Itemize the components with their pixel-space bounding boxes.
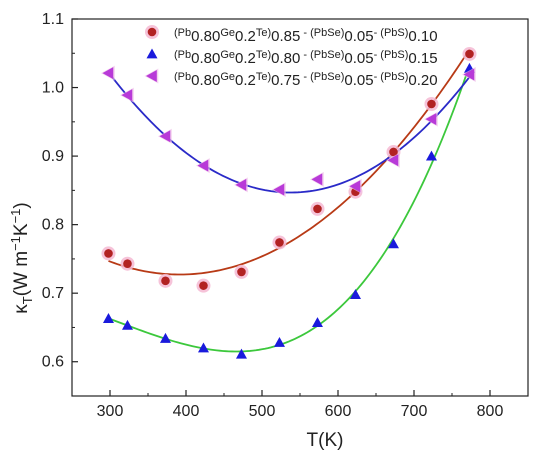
point-series-2 xyxy=(197,342,209,353)
point-series-1 xyxy=(123,259,132,269)
y-tick-label: 0.7 xyxy=(42,285,64,302)
x-tick-label: 700 xyxy=(401,403,428,420)
point-series-1 xyxy=(161,276,170,286)
y-axis: 0.6 0.7 0.8 0.9 1.0 1.1 xyxy=(42,11,78,397)
legend-label-series-1: (Pb0.80Ge0.2Te)0.85 - (PbSe)0.05- (PbS)0… xyxy=(174,27,438,45)
legend-text-part: - (PbSe) xyxy=(300,71,344,83)
legend-text-part: - (PbS) xyxy=(374,49,409,61)
legend-subscript: 0.2 xyxy=(235,28,256,45)
point-series-2 xyxy=(425,150,437,161)
y-title-k-letter: K xyxy=(11,223,32,236)
legend-subscript: 0.80 xyxy=(191,28,220,45)
legend-marker-series-1 xyxy=(147,27,157,37)
legend: (Pb0.80Ge0.2Te)0.85 - (PbSe)0.05- (PbS)0… xyxy=(144,25,438,89)
y-tick-label: 0.8 xyxy=(42,217,64,234)
fit-curve-series-3 xyxy=(107,71,471,194)
legend-text-part: Te) xyxy=(256,71,271,83)
point-series-1 xyxy=(465,49,474,59)
point-series-1 xyxy=(199,281,208,290)
legend-text-part: Te) xyxy=(256,49,271,61)
legend-label-series-3: (Pb0.80Ge0.2Te)0.75 - (PbSe)0.05- (PbS)0… xyxy=(174,71,438,89)
legend-subscript: 0.80 xyxy=(191,72,220,89)
legend-text-part: (Pb xyxy=(174,71,191,83)
point-series-2 xyxy=(387,238,399,249)
point-series-2 xyxy=(102,313,114,323)
legend-subscript: 0.10 xyxy=(408,28,437,45)
legend-text-part: - (PbS) xyxy=(374,71,409,83)
point-series-3 xyxy=(102,67,114,80)
x-tick-label: 300 xyxy=(97,403,124,420)
legend-subscript: 0.2 xyxy=(235,50,256,67)
legend-text-part: Te) xyxy=(256,27,271,39)
point-series-2 xyxy=(121,319,133,330)
legend-text-part: - (PbSe) xyxy=(300,27,344,39)
data-markers xyxy=(100,46,477,359)
point-series-2 xyxy=(235,348,247,359)
point-series-3 xyxy=(387,154,399,167)
legend-subscript: 0.85 xyxy=(271,28,300,45)
legend-label-series-2: (Pb0.80Ge0.2Te)0.80 - (PbSe)0.05- (PbS)0… xyxy=(174,49,438,67)
point-series-1 xyxy=(389,147,398,157)
y-tick-label: 0.6 xyxy=(42,354,64,371)
legend-text-part: - (PbS) xyxy=(374,27,409,39)
y-title-unit-close: ) xyxy=(11,202,32,208)
point-series-2 xyxy=(349,289,361,299)
y-title-m-exp: −1 xyxy=(8,236,23,251)
point-series-3 xyxy=(121,89,133,102)
legend-text-part: (Pb xyxy=(174,49,191,61)
legend-subscript: 0.80 xyxy=(271,50,300,67)
legend-subscript: 0.15 xyxy=(408,50,437,67)
x-tick-label: 500 xyxy=(249,403,276,420)
point-series-3 xyxy=(349,180,361,193)
fit-curves xyxy=(107,48,471,353)
point-series-2 xyxy=(273,337,285,347)
legend-subscript: 0.20 xyxy=(408,72,437,89)
legend-text-part: Ge xyxy=(220,27,235,39)
y-tick-label: 1.1 xyxy=(42,11,64,28)
point-series-1 xyxy=(275,238,284,247)
point-series-3 xyxy=(197,159,209,172)
legend-marker-series-2 xyxy=(146,48,158,59)
y-title-k-exp: −1 xyxy=(8,209,23,224)
point-series-3 xyxy=(311,173,323,186)
legend-marker-series-3 xyxy=(146,70,157,82)
point-series-1 xyxy=(104,249,113,258)
y-tick-label: 0.9 xyxy=(42,148,64,165)
x-tick-label: 400 xyxy=(173,403,200,420)
point-series-3 xyxy=(235,178,247,191)
legend-subscript: 0.05 xyxy=(344,28,373,45)
legend-subscript: 0.75 xyxy=(271,72,300,89)
legend-text-part: Ge xyxy=(220,71,235,83)
legend-subscript: 0.05 xyxy=(344,50,373,67)
y-axis-title: κT(W m−1K−1) xyxy=(8,202,35,314)
point-series-3 xyxy=(463,68,475,81)
x-tick-label: 800 xyxy=(477,403,504,420)
point-series-3 xyxy=(425,113,437,126)
legend-subscript: 0.05 xyxy=(344,72,373,89)
y-tick-label: 1.0 xyxy=(42,80,64,97)
y-title-unit-open: (W m xyxy=(11,251,32,296)
x-axis: 300 400 500 600 700 800 xyxy=(71,390,529,420)
point-series-2 xyxy=(159,332,171,343)
x-axis-title: T(K) xyxy=(307,430,344,451)
legend-text-part: (Pb xyxy=(174,27,191,39)
point-series-1 xyxy=(313,204,322,214)
point-series-2 xyxy=(311,317,323,328)
legend-text-part: - (PbSe) xyxy=(300,49,344,61)
fit-curve-series-1 xyxy=(108,48,471,276)
point-series-1 xyxy=(237,267,246,277)
y-title-kappa: κ xyxy=(11,304,32,314)
y-title-kappa-sub: T xyxy=(20,296,35,304)
legend-text-part: Ge xyxy=(220,49,235,61)
legend-subscript: 0.2 xyxy=(235,72,256,89)
fit-curve-series-2 xyxy=(108,65,471,353)
legend-subscript: 0.80 xyxy=(191,50,220,67)
x-tick-label: 600 xyxy=(325,403,352,420)
point-series-1 xyxy=(427,99,436,109)
point-series-3 xyxy=(273,183,285,196)
point-series-3 xyxy=(159,130,171,143)
